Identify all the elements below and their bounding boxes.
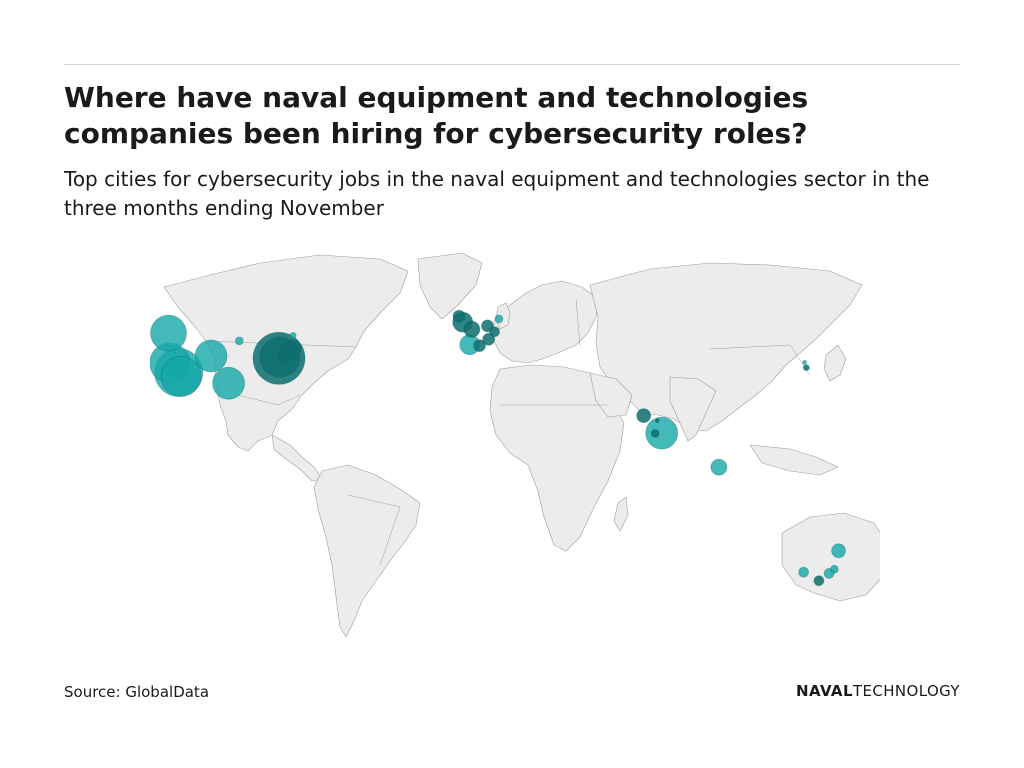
- bubble-layer: [150, 309, 846, 587]
- chart-title: Where have naval equipment and technolog…: [64, 81, 809, 150]
- city-bubble: [463, 320, 481, 338]
- city-bubble: [277, 344, 295, 362]
- city-bubble: [654, 418, 660, 424]
- border-europe-russia: [575, 298, 581, 346]
- land-arabia: [589, 372, 633, 418]
- city-bubble: [636, 408, 652, 424]
- city-bubble: [234, 336, 244, 346]
- brand-logo: NAVALTECHNOLOGY: [796, 682, 960, 700]
- city-bubble: [650, 428, 660, 438]
- source-note: Source: GlobalData: [64, 683, 210, 701]
- city-bubble: [798, 566, 809, 578]
- city-bubble: [802, 364, 810, 371]
- city-bubble: [160, 355, 202, 397]
- land-japan: [823, 344, 847, 382]
- land-madagascar: [613, 496, 629, 532]
- brand-light: TECHNOLOGY: [852, 682, 960, 700]
- city-bubble: [482, 332, 496, 346]
- brand-bold: NAVAL: [796, 682, 853, 700]
- world-map: [150, 245, 880, 645]
- city-bubble: [710, 458, 728, 476]
- border-us-mexico: [237, 394, 301, 406]
- land-central-america: [271, 434, 323, 482]
- land-se-asia-islands: [749, 444, 839, 476]
- city-bubble: [829, 564, 839, 574]
- land-europe: [489, 280, 599, 364]
- border-lines: [205, 298, 811, 566]
- border-china: [709, 344, 811, 376]
- city-bubble: [494, 314, 504, 324]
- land-india: [669, 376, 717, 442]
- land-greenland: [417, 252, 483, 320]
- world-map-svg: [150, 252, 880, 638]
- city-bubble: [473, 339, 486, 352]
- land-layer: [163, 252, 880, 638]
- land-south-america: [313, 464, 421, 638]
- city-bubble: [831, 543, 846, 559]
- border-brazil: [347, 494, 401, 566]
- city-bubble: [289, 332, 297, 339]
- city-bubble: [452, 309, 466, 323]
- land-asia: [589, 262, 863, 432]
- city-bubble: [194, 339, 228, 373]
- top-rule: [64, 64, 960, 65]
- city-bubble: [813, 575, 825, 587]
- chart-subtitle: Top cities for cybersecurity jobs in the…: [64, 167, 930, 220]
- city-bubble: [212, 366, 245, 400]
- land-australia: [781, 512, 880, 602]
- city-bubble: [489, 326, 501, 338]
- city-bubble: [150, 314, 187, 352]
- city-bubble: [645, 416, 679, 450]
- city-bubble: [802, 360, 807, 365]
